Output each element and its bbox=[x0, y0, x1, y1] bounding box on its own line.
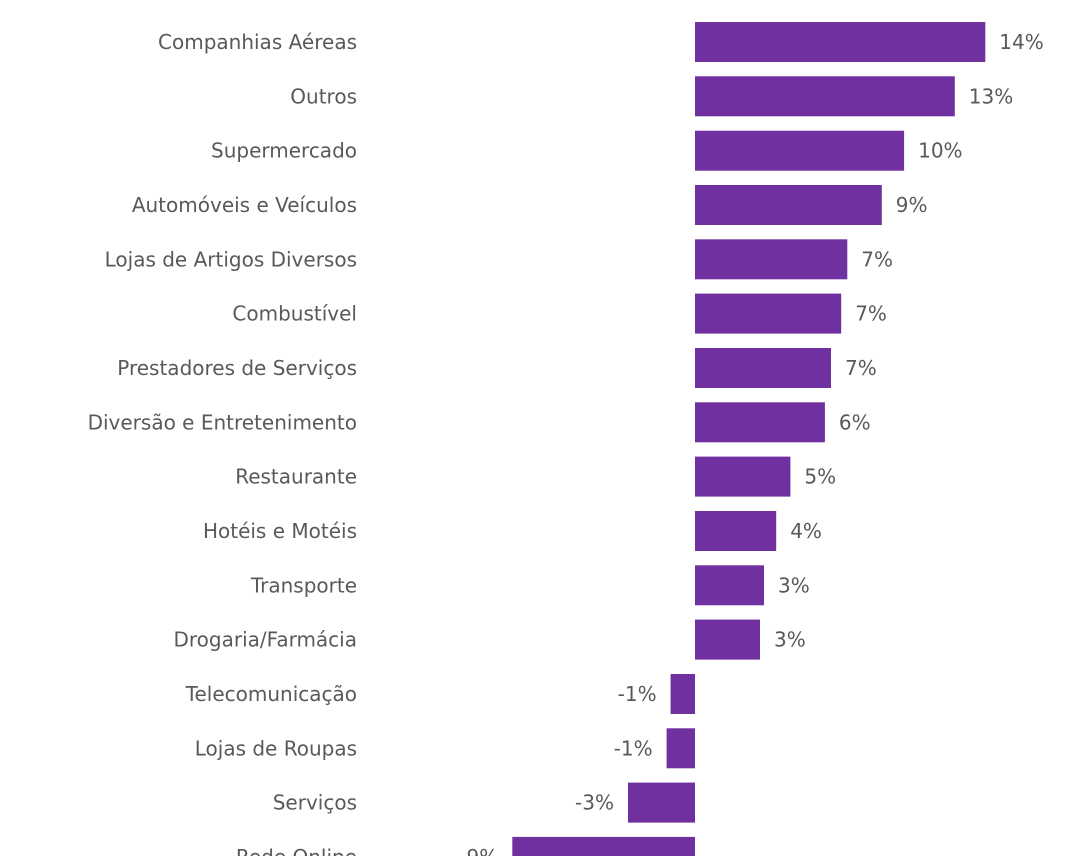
category-label-13: Lojas de Roupas bbox=[195, 736, 357, 760]
bar-15 bbox=[512, 836, 695, 860]
category-label-5: Combustível bbox=[232, 302, 357, 326]
category-label-2: Supermercado bbox=[211, 139, 357, 163]
data-label-2: 10% bbox=[918, 139, 962, 163]
bar-11 bbox=[695, 619, 760, 660]
data-labels-group: 14% 13% 10% 9% 7% 7% 7% 6% 5% 4% 3% 3% -1% -1% -3% -9% bbox=[459, 30, 1043, 860]
category-label-3: Automóveis e Veículos bbox=[132, 193, 357, 217]
bar-2 bbox=[695, 130, 905, 171]
category-label-15: Rede Online bbox=[236, 845, 357, 856]
category-label-0: Companhias Aéreas bbox=[158, 30, 357, 54]
bar-12 bbox=[670, 674, 695, 714]
bar-13 bbox=[666, 728, 695, 769]
category-label-8: Restaurante bbox=[235, 465, 357, 489]
data-label-15: -9% bbox=[459, 845, 498, 856]
data-label-4: 7% bbox=[861, 247, 893, 271]
data-label-10: 3% bbox=[778, 573, 810, 597]
bar-4 bbox=[695, 239, 848, 280]
category-label-7: Diversão e Entretenimento bbox=[88, 410, 357, 434]
category-label-14: Serviços bbox=[273, 791, 357, 815]
data-label-3: 9% bbox=[896, 193, 928, 217]
data-label-5: 7% bbox=[855, 302, 887, 326]
category-label-6: Prestadores de Serviços bbox=[117, 356, 357, 380]
data-label-1: 13% bbox=[969, 84, 1013, 108]
data-label-8: 5% bbox=[804, 465, 836, 489]
data-label-7: 6% bbox=[839, 410, 871, 434]
data-label-14: -3% bbox=[575, 791, 614, 815]
category-label-1: Outros bbox=[290, 84, 357, 108]
category-label-9: Hotéis e Motéis bbox=[203, 519, 357, 543]
bar-7 bbox=[695, 402, 825, 443]
category-label-10: Transporte bbox=[250, 573, 357, 597]
category-label-11: Drogaria/Farmácia bbox=[174, 628, 358, 652]
bar-14 bbox=[628, 782, 695, 823]
data-label-13: -1% bbox=[614, 736, 653, 760]
data-label-12: -1% bbox=[618, 682, 657, 706]
bar-9 bbox=[695, 511, 777, 551]
data-label-11: 3% bbox=[774, 628, 806, 652]
category-labels-group: Companhias Aéreas Outros Supermercado Autom… bbox=[88, 30, 358, 860]
bar-10 bbox=[695, 565, 764, 606]
data-label-6: 7% bbox=[845, 356, 877, 380]
data-label-9: 4% bbox=[790, 519, 822, 543]
bar-0 bbox=[695, 22, 986, 62]
bar-6 bbox=[695, 348, 831, 388]
data-label-0: 14% bbox=[999, 30, 1043, 54]
bar-8 bbox=[695, 456, 791, 497]
bars-group bbox=[512, 22, 986, 860]
bar-1 bbox=[695, 76, 955, 117]
bar-5 bbox=[695, 293, 842, 334]
category-label-4: Lojas de Artigos Diversos bbox=[105, 247, 357, 271]
category-label-12: Telecomunicação bbox=[185, 682, 357, 706]
bar-3 bbox=[695, 185, 882, 225]
